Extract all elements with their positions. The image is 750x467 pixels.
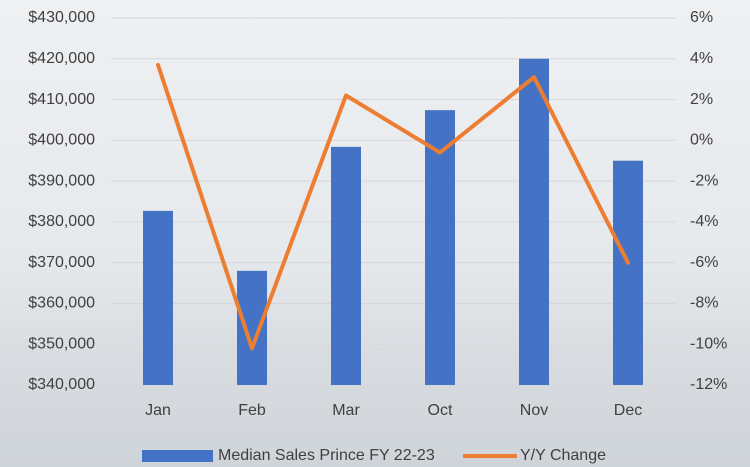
y-tick-label: $340,000	[28, 376, 95, 393]
y2-tick-label: -6%	[690, 254, 718, 271]
bar	[331, 146, 361, 385]
x-tick-label: Dec	[614, 402, 642, 419]
y-tick-label: $390,000	[28, 172, 95, 189]
y-tick-label: $380,000	[28, 213, 95, 230]
y2-tick-label: -8%	[690, 295, 718, 312]
bar	[519, 58, 549, 386]
y2-tick-label: -12%	[690, 376, 727, 393]
y2-tick-label: 0%	[690, 132, 713, 149]
y-tick-label: $410,000	[28, 91, 95, 108]
y-tick-label: $420,000	[28, 50, 95, 67]
plot: $340,000 $350,000 $360,000 $370,000 $380,000…	[28, 9, 727, 464]
y-tick-label: $370,000	[28, 254, 95, 271]
bar	[143, 210, 173, 385]
y-tick-label: $350,000	[28, 335, 95, 352]
x-tick-label: Nov	[520, 402, 548, 419]
y-tick-label: $430,000	[28, 9, 95, 26]
y2-tick-label: 2%	[690, 91, 713, 108]
legend-label: Median Sales Prince FY 22-23	[218, 447, 435, 464]
bar	[425, 110, 455, 385]
x-tick-label: Mar	[332, 402, 360, 419]
line	[156, 62, 630, 351]
y-tick-label: $360,000	[28, 295, 95, 312]
x-tick-label: Feb	[238, 402, 266, 419]
y2-tick-label: -4%	[690, 213, 718, 230]
x-tick-label: Oct	[428, 402, 453, 419]
legend-label: Y/Y Change	[520, 447, 606, 464]
y2-tick-label: -2%	[690, 172, 718, 189]
y2-tick-label: 6%	[690, 9, 713, 26]
y2-tick-label: 4%	[690, 50, 713, 67]
bar	[237, 270, 267, 385]
bar	[613, 160, 643, 385]
x-tick-label: Jan	[145, 402, 171, 419]
y-tick-label: $400,000	[28, 132, 95, 149]
legend-swatch	[142, 450, 213, 462]
y2-tick-label: -10%	[690, 335, 727, 352]
